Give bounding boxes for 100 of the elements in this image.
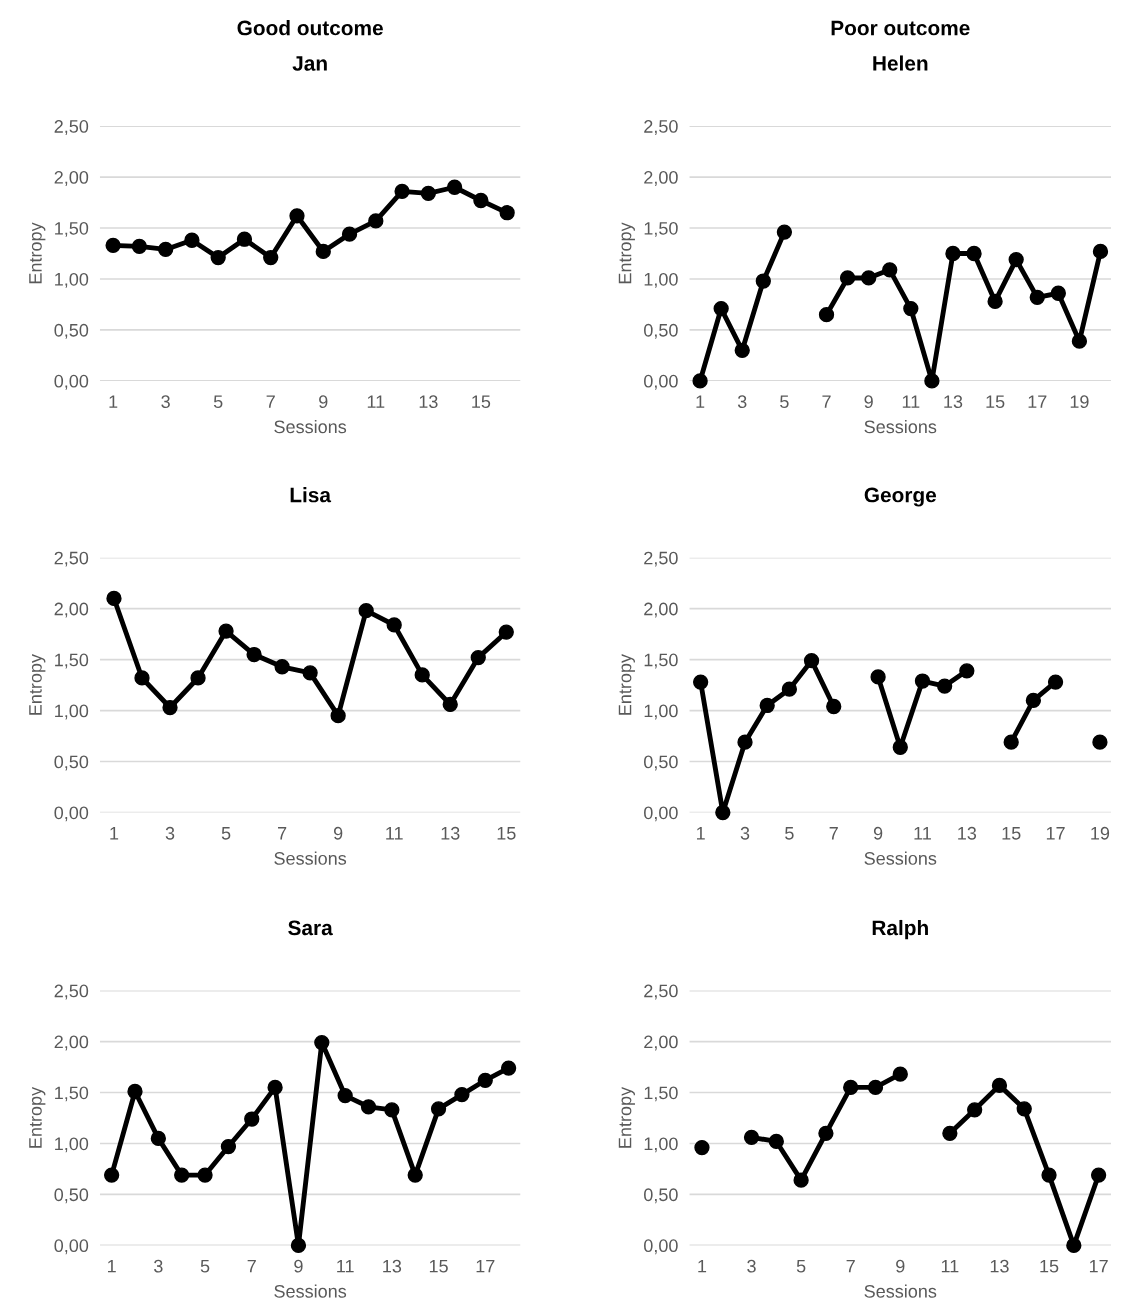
y-tick-label: 0,50 [644,755,678,771]
x-tick-label: 13 [990,1259,1009,1273]
x-tick-label: 11 [941,1259,959,1273]
point [220,1138,237,1155]
point [358,603,374,619]
point [713,300,729,317]
point [289,208,305,224]
y-tick-label: 0,00 [644,1239,678,1255]
point [755,273,771,289]
text: Good outcome [237,20,383,36]
point [945,245,961,262]
point [839,270,856,286]
x-tick-label: 1 [109,395,118,408]
x-axis-title: Sessions [274,1284,347,1298]
point [420,185,436,202]
point [818,307,835,323]
point [246,646,262,663]
x-tick-label: 3 [154,1259,163,1273]
point [190,670,206,686]
point [1029,289,1045,305]
point [244,1111,260,1127]
point [131,238,148,255]
y-tick-label: 2,50 [644,984,678,1000]
x-tick-label: 5 [785,827,794,840]
x-tick-label: 17 [1046,827,1065,840]
x-tick-label: 9 [333,826,343,840]
point [314,1034,330,1051]
point [446,179,463,195]
y-axis-title: Entropy [29,222,46,284]
x-tick-label: 11 [367,395,385,408]
point [337,1087,353,1104]
y-tick-label: 0,50 [54,1188,89,1204]
x-tick-label: 13 [944,395,963,409]
point [914,673,931,689]
point [991,1077,1008,1094]
point [1003,734,1019,750]
y-tick-label: 2,00 [54,1035,89,1051]
y-tick-label: 2,50 [54,984,89,1000]
point [477,1072,493,1088]
point [263,249,279,266]
x-tick-label: 17 [1089,1259,1108,1273]
x-tick-label: 19 [1091,826,1110,840]
chart-title: Lisa [290,487,332,503]
point [162,699,178,716]
point [499,205,515,221]
point [500,1060,517,1076]
x-tick-label: 7 [266,395,275,408]
point [1092,734,1108,750]
x-tick-label: 13 [958,826,977,840]
y-tick-label: 0,50 [54,755,89,771]
point [1090,1167,1107,1183]
y-tick-label: 1,50 [55,653,89,669]
point [1047,674,1064,690]
point [1066,1237,1082,1254]
y-tick-label: 1,00 [644,1137,678,1153]
point [966,245,982,262]
point [715,804,731,821]
point [793,1172,809,1188]
y-tick-label: 1,50 [644,653,678,669]
x-tick-label: 15 [1002,827,1021,840]
point [903,300,919,317]
x-tick-label: 1 [698,1259,707,1273]
y-tick-label: 2,00 [644,170,678,186]
x-tick-label: 3 [737,395,747,409]
point [937,678,953,694]
x-tick-label: 15 [986,395,1005,409]
x-tick-label: 3 [161,395,170,409]
point [274,659,290,675]
point [843,1079,859,1096]
point [693,674,709,690]
y-axis-title: Entropy [29,654,46,715]
x-tick-label: 11 [902,395,920,408]
point [473,192,489,209]
point [892,739,908,755]
y-tick-label: 0,00 [644,806,678,822]
x-tick-label: 13 [441,826,460,840]
y-axis-title: Entropy [618,654,635,715]
chart-title: George [864,487,937,507]
x-axis-title: Sessions [864,419,937,434]
x-tick-label: 3 [740,826,750,840]
point [414,667,430,683]
point [987,293,1003,310]
point [442,696,458,713]
point [692,373,708,389]
point [882,262,898,278]
point [302,665,318,681]
x-axis-title: Sessions [864,851,937,865]
x-tick-label: 9 [319,395,328,409]
y-tick-label: 0,50 [54,323,89,339]
y-tick-label: 0,00 [54,1239,89,1255]
x-tick-label: 5 [200,1259,210,1273]
point [768,1133,784,1150]
point [826,698,842,715]
point [105,237,121,253]
point [1016,1101,1032,1117]
point [694,1139,710,1156]
y-tick-label: 2,50 [644,551,678,567]
point [341,226,358,242]
point [1041,1167,1057,1183]
x-tick-label: 7 [846,1259,855,1273]
